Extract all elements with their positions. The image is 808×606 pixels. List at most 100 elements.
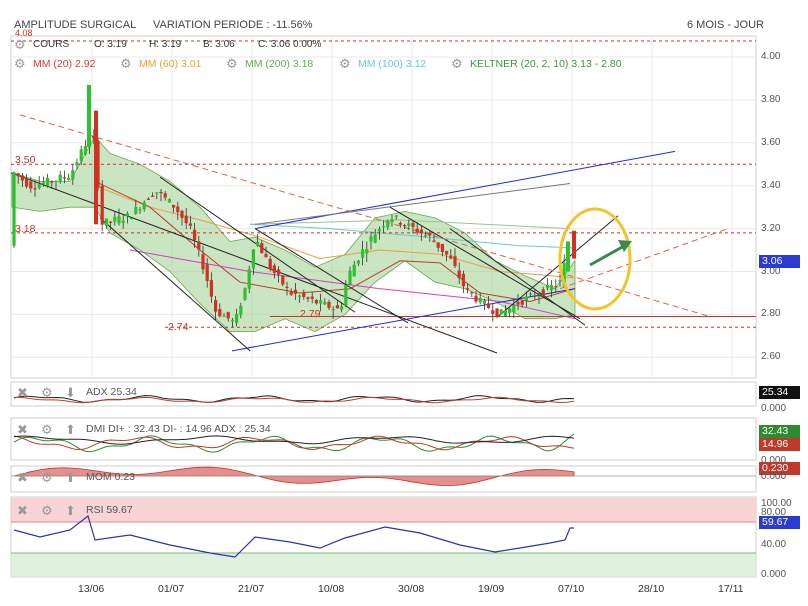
level-label-279: 2.79	[300, 308, 321, 320]
y-tick-label: 3.00	[761, 265, 781, 277]
rsi-badge: 59.67	[759, 516, 800, 529]
rsi-overbought-zone	[11, 498, 756, 522]
di-plus-badge: 32.43	[759, 425, 800, 438]
adx-gear-icon[interactable]: ⚙	[41, 385, 53, 400]
y-tick-label: 3.20	[761, 222, 781, 234]
mm20-legend: MM (20) 2.92	[33, 58, 96, 70]
candle-down	[146, 198, 150, 200]
candle-up	[79, 149, 83, 162]
last-price-badge: 3.06	[759, 255, 800, 268]
adx-down-arrow-icon[interactable]: ⬇	[65, 385, 76, 400]
candle-up	[46, 177, 50, 186]
candle-down	[226, 311, 230, 319]
mom-up-arrow-icon[interactable]: ⬆	[65, 470, 76, 485]
candle-up	[319, 300, 323, 304]
candle-down	[268, 258, 272, 270]
candle-down	[457, 270, 461, 279]
candle-down	[335, 305, 339, 309]
candle-up	[142, 202, 146, 210]
dmi-up-arrow-icon[interactable]: ⬆	[65, 422, 76, 437]
rsi-up-arrow-icon[interactable]: ⬆	[65, 503, 76, 518]
rsi-line	[13, 514, 574, 558]
candle-up	[503, 310, 507, 316]
rsi-close-icon[interactable]: ✖	[17, 503, 28, 518]
di-minus-line	[13, 435, 575, 451]
trendline	[99, 217, 251, 352]
candle-up	[361, 249, 365, 258]
candle-down	[264, 253, 268, 258]
candle-down	[533, 295, 537, 297]
candle-up	[117, 216, 121, 224]
candle-down	[172, 205, 176, 208]
adx-badge: 25.34	[759, 386, 800, 399]
mm20-settings-gear-icon[interactable]: ⚙	[14, 56, 26, 71]
rsi-label: RSI 59.67	[86, 504, 133, 516]
candle-up	[87, 84, 91, 148]
x-tick-label: 21/07	[238, 583, 265, 595]
mm200-line	[249, 219, 571, 230]
candle-down	[159, 191, 163, 194]
company-title: AMPLITUDE SURGICAL	[14, 19, 137, 31]
annotation-arrow-head	[618, 240, 632, 252]
annotation-arrow-shaft	[589, 244, 625, 267]
candle-down	[205, 264, 209, 281]
candle-up	[239, 305, 243, 315]
x-tick-label: 28/10	[638, 583, 665, 595]
candle-down	[432, 240, 436, 242]
candle-down	[188, 223, 192, 226]
candle-up	[482, 300, 486, 304]
candle-up	[130, 218, 134, 220]
period-label[interactable]: 6 MOIS - JOUR	[687, 19, 765, 31]
level-label-274: 2.74	[168, 321, 189, 333]
candle-up	[558, 280, 562, 282]
mm200-settings-gear-icon[interactable]: ⚙	[226, 56, 238, 71]
candle-down	[62, 177, 66, 179]
dmi-gear-icon[interactable]: ⚙	[41, 422, 53, 437]
candle-up	[344, 285, 348, 306]
variation-label: VARIATION PERIODE : -11.56%	[153, 19, 313, 31]
candle-down	[197, 241, 201, 250]
rsi-gear-icon[interactable]: ⚙	[41, 503, 53, 518]
candle-down	[176, 206, 180, 213]
x-tick-label: 01/07	[158, 583, 185, 595]
candle-up	[121, 220, 125, 223]
keltner-settings-gear-icon[interactable]: ⚙	[451, 56, 463, 71]
adx-close-icon[interactable]: ✖	[17, 385, 28, 400]
candle-up	[54, 180, 58, 183]
candle-down	[16, 173, 20, 177]
level-label-318: 3.18	[15, 223, 36, 235]
candle-down	[218, 309, 222, 317]
mm60-settings-gear-icon[interactable]: ⚙	[120, 56, 132, 71]
mom-close-icon[interactable]: ✖	[17, 470, 28, 485]
candle-up	[155, 192, 159, 194]
di-plus-line	[13, 433, 575, 453]
candle-up	[256, 241, 260, 246]
candle-down	[461, 273, 465, 287]
mm20-line	[94, 180, 576, 303]
candle-down	[260, 243, 264, 254]
candle-down	[466, 288, 470, 290]
candle-down	[289, 291, 293, 295]
candle-down	[184, 215, 188, 224]
candle-down	[440, 244, 444, 253]
dmi-adx-line	[13, 435, 575, 445]
mom-gear-icon[interactable]: ⚙	[41, 470, 53, 485]
candle-up	[134, 206, 138, 214]
adx-zero-tick: 0.000	[761, 403, 787, 414]
cours-settings-gear-icon[interactable]: ⚙	[14, 37, 26, 52]
mm100-settings-gear-icon[interactable]: ⚙	[339, 56, 351, 71]
candle-up	[394, 215, 398, 217]
candle-down	[436, 242, 440, 248]
candle-up	[138, 209, 142, 211]
mm60-legend: MM (60) 3.01	[139, 58, 202, 70]
candle-down	[277, 269, 281, 275]
keltner-legend: KELTNER (20, 2, 10) 3.13 - 2.80	[470, 58, 622, 70]
x-tick-label: 13/06	[78, 583, 105, 595]
candle-up	[167, 199, 171, 203]
candle-down	[314, 299, 318, 304]
dmi-close-icon[interactable]: ✖	[17, 422, 28, 437]
candle-down	[109, 221, 113, 223]
candle-up	[331, 309, 335, 311]
candle-up	[251, 249, 255, 269]
